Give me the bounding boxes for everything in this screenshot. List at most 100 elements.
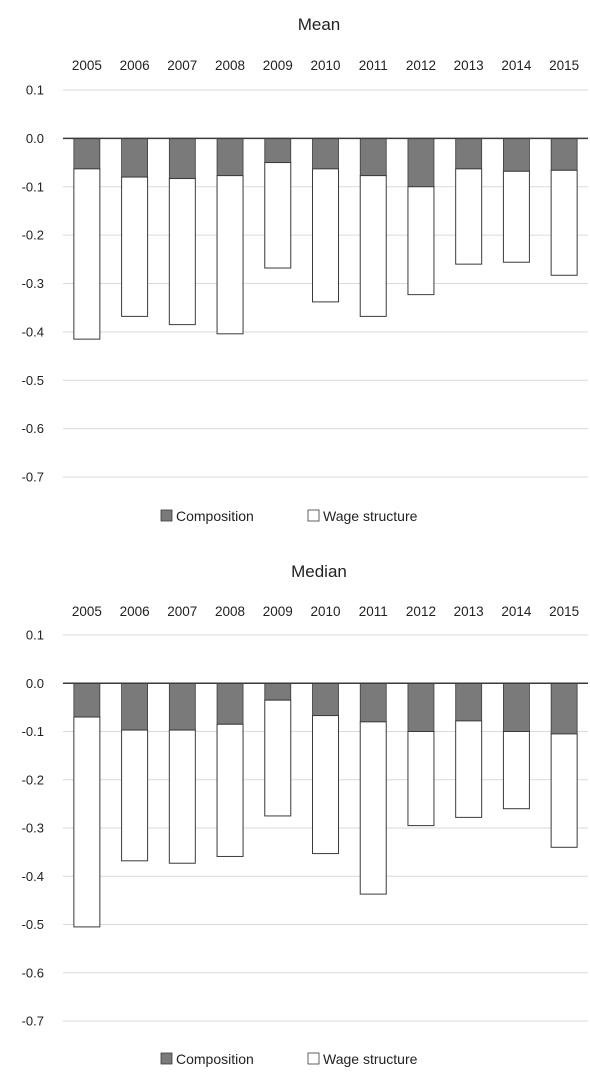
bar-wage-structure: [550, 169, 578, 276]
bar-wage-structure: [359, 175, 387, 317]
legend-swatch: [160, 1052, 173, 1065]
bar-composition: [264, 682, 292, 701]
x-tick-label: 2011: [359, 58, 388, 73]
legend: Composition Wage structure: [160, 508, 418, 524]
bar-composition: [216, 682, 244, 725]
bar-composition: [73, 682, 101, 718]
y-tick-label: -0.1: [22, 724, 44, 739]
y-tick-label: -0.3: [22, 276, 44, 291]
x-tick-label: 2006: [120, 58, 150, 73]
bar-composition: [359, 137, 387, 177]
chart-panel-1: Median 0.1 0.0 -0.1 -0.2 -0.3 -0.4 -0.5 -0.6 -0.7…: [22, 562, 588, 1067]
y-tick-label: -0.5: [22, 917, 44, 932]
y-tick-label: 0.0: [26, 131, 44, 146]
y-tick-label: -0.2: [22, 772, 44, 787]
bar-wage-structure: [216, 175, 244, 335]
bar-composition: [455, 682, 483, 722]
y-tick-label: 0.0: [26, 676, 44, 691]
y-tick-label: 0.1: [26, 83, 44, 98]
bar-wage-structure: [407, 731, 435, 827]
bar-composition: [312, 682, 339, 716]
y-tick-label: -0.7: [22, 470, 44, 485]
x-tick-label: 2012: [406, 604, 436, 619]
bar-composition: [407, 682, 435, 732]
bar-wage-structure: [312, 715, 339, 855]
legend-swatch: [307, 509, 320, 522]
y-tick-label: -0.5: [22, 373, 44, 388]
x-tick-label: 2005: [72, 58, 102, 73]
chart-title: Median: [291, 562, 347, 581]
y-tick-label: 0.1: [26, 628, 44, 643]
legend-swatch: [307, 1052, 320, 1065]
x-tick-label: 2011: [359, 604, 388, 619]
y-tick-label: -0.3: [22, 821, 44, 836]
x-tick-label: 2014: [501, 604, 532, 619]
bar-composition: [168, 137, 196, 179]
legend-label: Wage structure: [323, 1051, 418, 1067]
x-tick-label: 2013: [454, 604, 484, 619]
bar-composition: [407, 137, 435, 188]
x-tick-label: 2008: [215, 58, 245, 73]
bar-wage-structure: [264, 162, 292, 269]
bar-wage-structure: [121, 176, 149, 317]
bar-wage-structure: [359, 721, 387, 895]
bar-wage-structure: [312, 168, 339, 303]
x-tick-label: 2007: [167, 604, 197, 619]
bar-wage-structure: [168, 178, 196, 326]
chart-panel-0: Mean 0.1 0.0 -0.1 -0.2 -0.3 -0.4 -0.5 -0.6 -0.7 20…: [22, 15, 588, 524]
y-tick-label: -0.1: [22, 179, 44, 194]
bar-composition: [359, 682, 387, 723]
bar-composition: [121, 137, 148, 178]
y-tick-label: -0.4: [22, 869, 44, 884]
x-tick-label: 2012: [406, 58, 436, 73]
y-tick-label: -0.7: [22, 1014, 44, 1029]
bar-wage-structure: [455, 720, 483, 818]
legend-label: Wage structure: [323, 508, 418, 524]
x-tick-label: 2006: [120, 604, 150, 619]
bar-composition: [312, 137, 339, 170]
bar-wage-structure: [121, 729, 149, 862]
x-tick-label: 2010: [310, 58, 340, 73]
legend-label: Composition: [176, 508, 254, 524]
y-tick-label: -0.6: [22, 421, 44, 436]
x-tick-label: 2015: [549, 604, 579, 619]
legend-swatch: [160, 509, 173, 522]
bar-composition: [73, 137, 101, 170]
bar-wage-structure: [407, 186, 435, 296]
bar-wage-structure: [168, 729, 196, 864]
x-tick-label: 2015: [549, 58, 579, 73]
bar-wage-structure: [502, 731, 530, 810]
bar-composition: [503, 682, 530, 732]
chart-title: Mean: [298, 15, 341, 34]
bar-composition: [264, 137, 292, 163]
bar-composition: [168, 682, 196, 731]
legend: Composition Wage structure: [160, 1051, 418, 1067]
bar-composition: [121, 682, 148, 731]
bar-composition: [550, 682, 578, 735]
x-tick-label: 2014: [501, 58, 532, 73]
bar-composition: [216, 137, 244, 177]
legend-label: Composition: [176, 1051, 254, 1067]
bar-composition: [503, 137, 530, 172]
bar-composition: [455, 137, 483, 170]
x-tick-label: 2010: [310, 604, 340, 619]
bar-wage-structure: [502, 170, 530, 263]
bar-wage-structure: [550, 733, 578, 848]
x-tick-label: 2007: [167, 58, 197, 73]
bar-wage-structure: [73, 168, 101, 340]
x-tick-label: 2008: [215, 604, 245, 619]
bar-wage-structure: [73, 716, 101, 928]
y-tick-label: -0.2: [22, 228, 44, 243]
y-tick-label: -0.4: [22, 324, 44, 339]
x-tick-label: 2009: [263, 58, 293, 73]
bar-composition: [550, 137, 578, 171]
x-tick-label: 2009: [263, 604, 293, 619]
x-tick-label: 2013: [454, 58, 484, 73]
bar-wage-structure: [455, 168, 483, 265]
x-tick-label: 2005: [72, 604, 102, 619]
y-tick-label: -0.6: [22, 965, 44, 980]
bar-wage-structure: [264, 699, 292, 817]
bar-wage-structure: [216, 723, 244, 857]
